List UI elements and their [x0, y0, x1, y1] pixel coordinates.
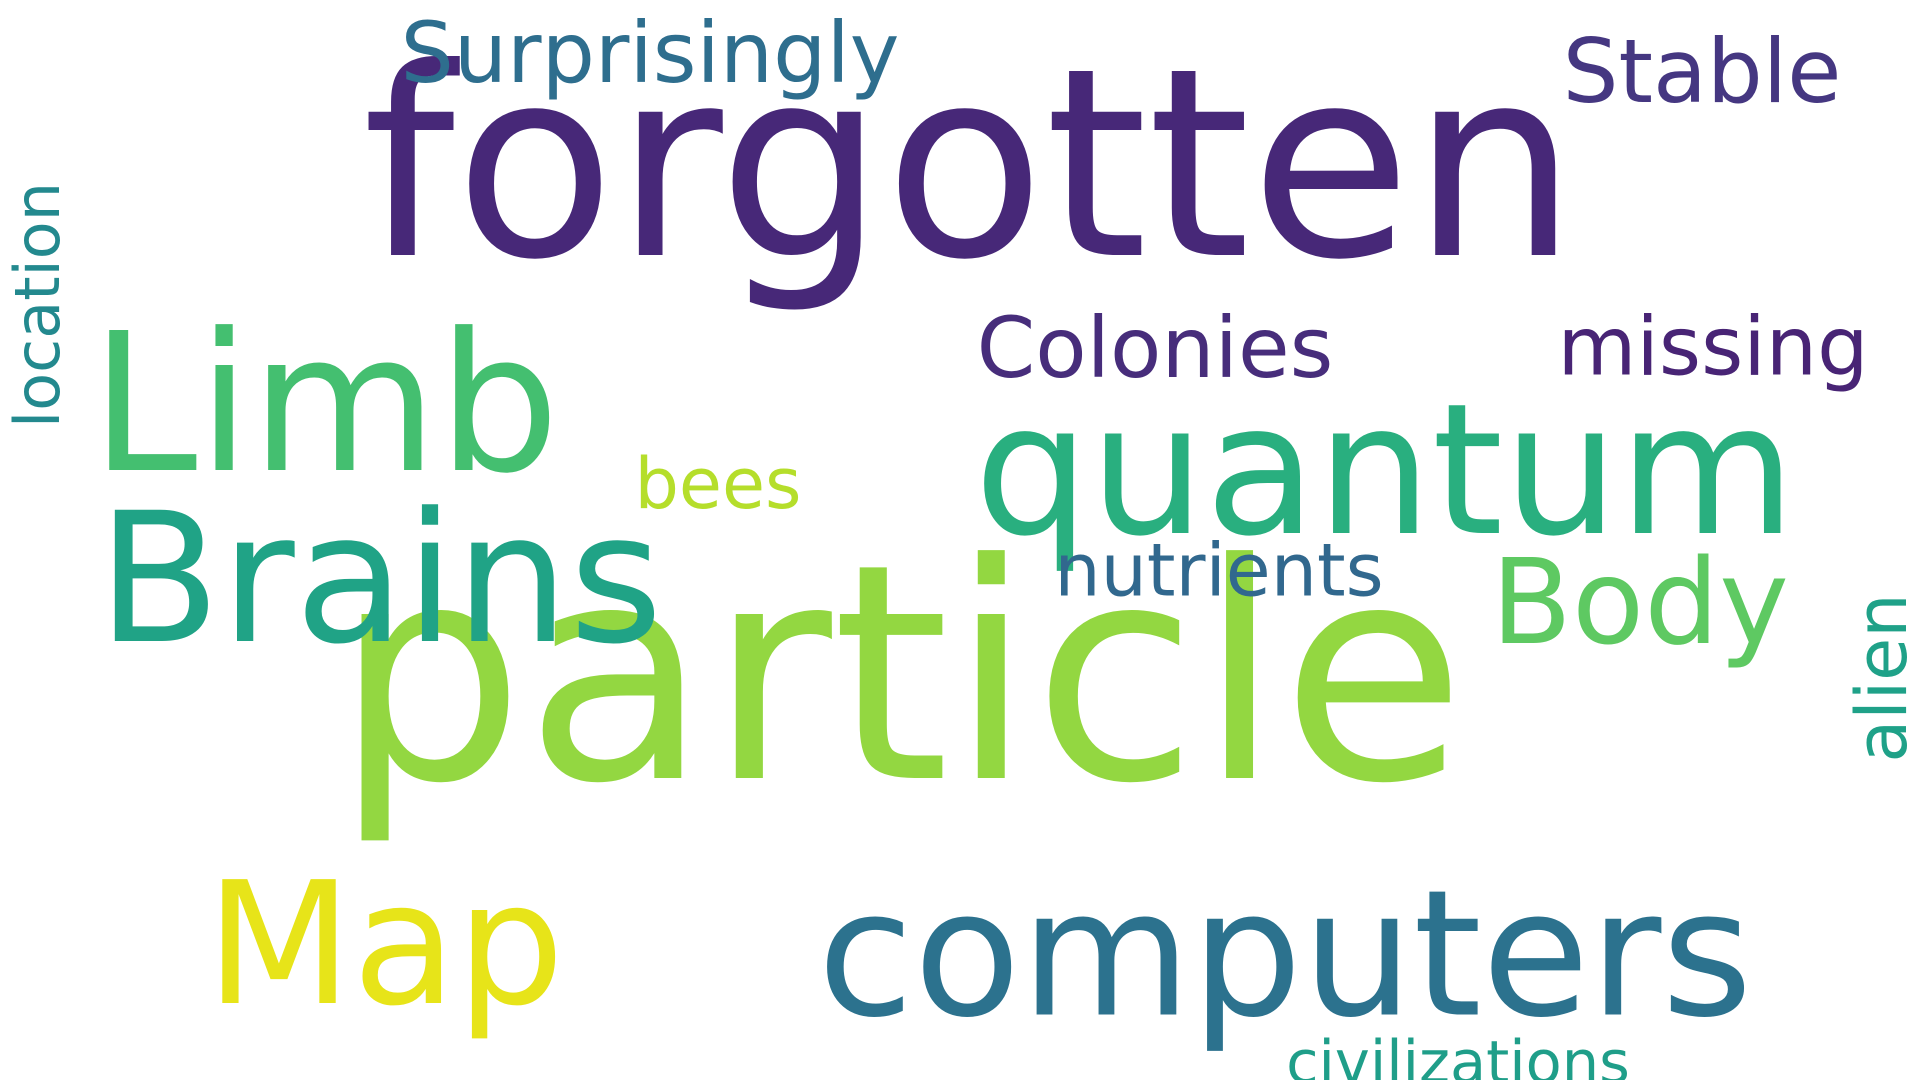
word-forgotten: forgotten [362, 12, 1578, 317]
word-colonies: Colonies [976, 299, 1334, 397]
word-map: Map [205, 846, 565, 1044]
word-limb: Limb [90, 293, 560, 516]
word-quantum: quantum [974, 364, 1796, 576]
word-surprisingly: Surprisingly [400, 4, 900, 102]
word-computers: computers [817, 853, 1753, 1057]
word-missing: missing [1557, 300, 1869, 395]
word-body: Body [1491, 533, 1789, 671]
word-alien: alien [1841, 593, 1920, 763]
word-civilizations: civilizations [1286, 1027, 1630, 1080]
word-stable: Stable [1562, 20, 1842, 123]
word-particle: particle [334, 500, 1466, 849]
word-bees: bees [634, 443, 802, 525]
word-location: location [1, 181, 74, 429]
word-nutrients: nutrients [1054, 528, 1384, 614]
word-brains: Brains [97, 475, 663, 684]
